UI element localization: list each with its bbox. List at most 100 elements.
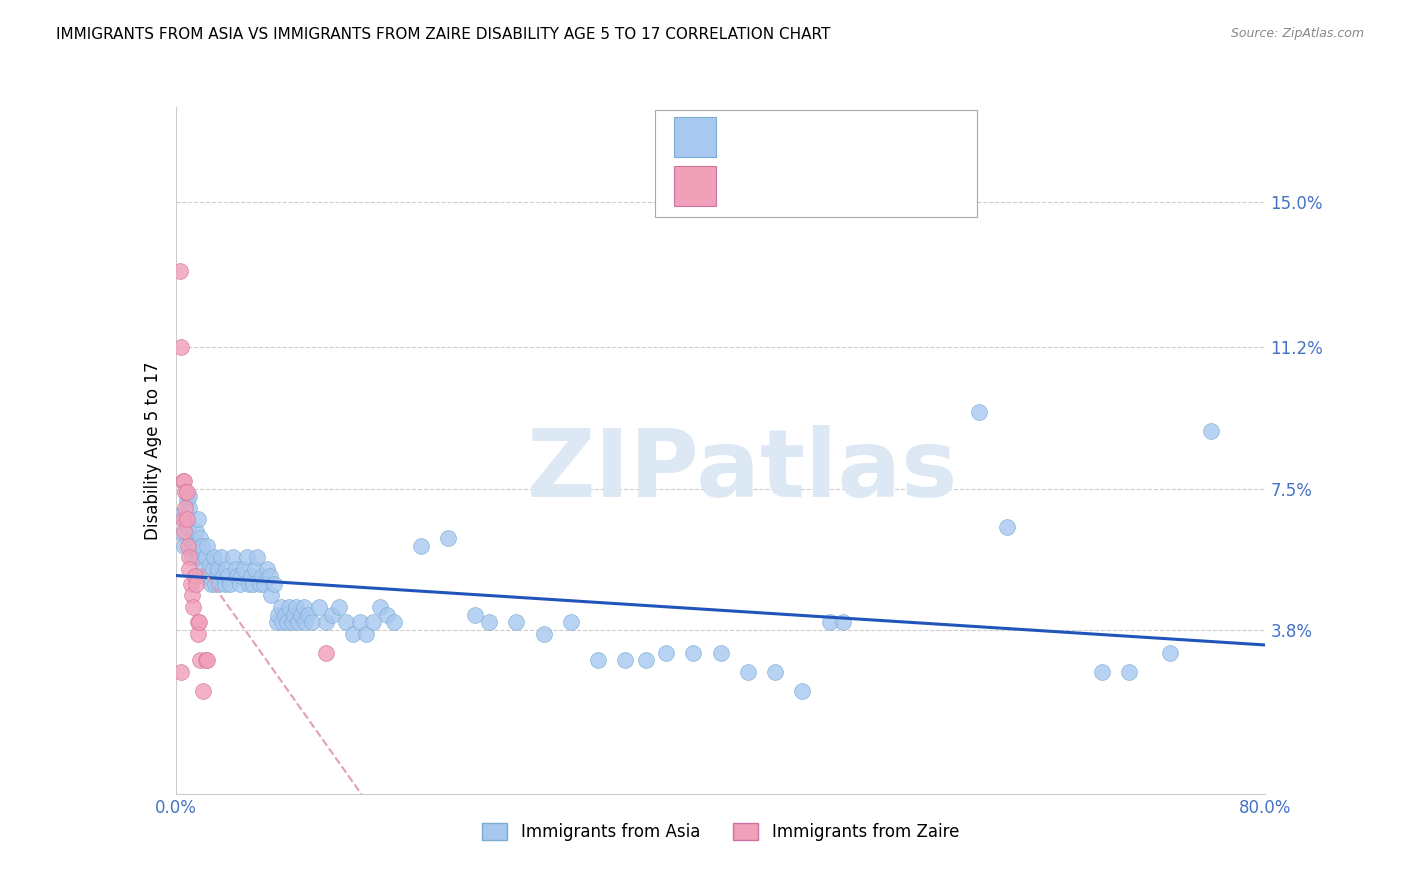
Point bbox=[198, 558, 221, 572]
Point bbox=[209, 550, 232, 565]
Point bbox=[250, 569, 273, 583]
Point bbox=[179, 550, 201, 565]
Point bbox=[533, 626, 555, 640]
Point bbox=[187, 550, 209, 565]
Text: R =: R = bbox=[733, 128, 768, 146]
Point bbox=[276, 615, 298, 630]
Point bbox=[682, 646, 704, 660]
Point bbox=[193, 569, 215, 583]
Text: 102: 102 bbox=[859, 128, 894, 146]
Legend: Immigrants from Asia, Immigrants from Zaire: Immigrants from Asia, Immigrants from Za… bbox=[475, 816, 966, 847]
Text: -0.369: -0.369 bbox=[769, 128, 828, 146]
Point bbox=[184, 569, 207, 583]
Point bbox=[197, 569, 219, 583]
Point bbox=[202, 550, 225, 565]
Point bbox=[290, 607, 312, 622]
Point bbox=[308, 599, 330, 614]
Point bbox=[173, 524, 195, 538]
Point bbox=[995, 520, 1018, 534]
Point bbox=[263, 577, 285, 591]
Point bbox=[270, 599, 292, 614]
FancyBboxPatch shape bbox=[655, 111, 977, 217]
Point bbox=[179, 562, 201, 576]
Point bbox=[174, 500, 197, 515]
FancyBboxPatch shape bbox=[675, 166, 716, 206]
Point bbox=[560, 615, 582, 630]
Point bbox=[176, 485, 198, 500]
Point bbox=[195, 653, 218, 667]
Point bbox=[375, 607, 398, 622]
Point bbox=[214, 577, 236, 591]
Point bbox=[342, 626, 364, 640]
Point bbox=[179, 500, 201, 515]
Point bbox=[586, 653, 609, 667]
Text: IMMIGRANTS FROM ASIA VS IMMIGRANTS FROM ZAIRE DISABILITY AGE 5 TO 17 CORRELATION: IMMIGRANTS FROM ASIA VS IMMIGRANTS FROM … bbox=[56, 27, 831, 42]
Y-axis label: Disability Age 5 to 17: Disability Age 5 to 17 bbox=[143, 361, 162, 540]
Point bbox=[172, 512, 194, 526]
Point bbox=[634, 653, 657, 667]
Point bbox=[614, 653, 637, 667]
Point bbox=[1199, 425, 1222, 439]
Point bbox=[349, 615, 371, 630]
Text: N =: N = bbox=[824, 128, 860, 146]
Point bbox=[191, 562, 214, 576]
Point bbox=[226, 569, 249, 583]
Point bbox=[655, 646, 678, 660]
Point bbox=[177, 520, 200, 534]
Point bbox=[818, 615, 841, 630]
Point bbox=[239, 569, 262, 583]
Point bbox=[792, 683, 814, 698]
Point bbox=[246, 550, 269, 565]
Point bbox=[204, 577, 226, 591]
Point bbox=[235, 550, 257, 565]
Point bbox=[1091, 665, 1114, 679]
Point bbox=[173, 539, 195, 553]
Point bbox=[169, 264, 191, 278]
Point bbox=[194, 653, 217, 667]
Point bbox=[243, 562, 266, 576]
Point bbox=[763, 665, 786, 679]
Point bbox=[201, 562, 224, 576]
Point bbox=[356, 626, 378, 640]
Point bbox=[294, 615, 316, 630]
Point bbox=[238, 577, 260, 591]
Point bbox=[382, 615, 405, 630]
Point bbox=[208, 577, 231, 591]
Point bbox=[172, 474, 194, 488]
Point bbox=[225, 562, 247, 576]
Point bbox=[176, 512, 198, 526]
Point bbox=[315, 646, 337, 660]
Point bbox=[1118, 665, 1140, 679]
Point bbox=[188, 653, 211, 667]
Point bbox=[283, 607, 305, 622]
Point bbox=[301, 615, 323, 630]
Point bbox=[284, 599, 307, 614]
Point bbox=[321, 607, 343, 622]
Point bbox=[361, 615, 384, 630]
Point bbox=[180, 577, 202, 591]
Point bbox=[183, 599, 205, 614]
Point bbox=[266, 615, 288, 630]
Point bbox=[710, 646, 733, 660]
Point bbox=[280, 615, 302, 630]
Point bbox=[177, 539, 200, 553]
Text: ZIPatlas: ZIPatlas bbox=[527, 425, 957, 517]
Point bbox=[183, 539, 205, 553]
Point bbox=[242, 577, 264, 591]
Point bbox=[249, 577, 271, 591]
Point bbox=[464, 607, 486, 622]
Point bbox=[328, 599, 350, 614]
Point bbox=[229, 577, 252, 591]
Point bbox=[212, 569, 235, 583]
Point bbox=[180, 531, 202, 545]
Point bbox=[256, 562, 278, 576]
Point bbox=[186, 524, 208, 538]
Point bbox=[409, 539, 432, 553]
Point bbox=[274, 607, 297, 622]
Point bbox=[287, 615, 309, 630]
Point bbox=[186, 539, 208, 553]
Point bbox=[173, 474, 195, 488]
Point bbox=[170, 340, 193, 354]
Point bbox=[832, 615, 855, 630]
Point bbox=[217, 569, 239, 583]
